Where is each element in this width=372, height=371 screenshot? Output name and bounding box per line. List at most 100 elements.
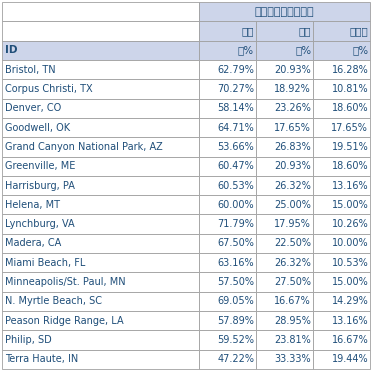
- Text: 13.16%: 13.16%: [332, 181, 368, 190]
- Bar: [313, 79, 370, 99]
- Bar: [2, 253, 199, 272]
- Bar: [2, 292, 199, 311]
- Bar: [199, 118, 256, 137]
- Bar: [313, 40, 370, 60]
- Text: 17.95%: 17.95%: [274, 219, 311, 229]
- Bar: [199, 2, 370, 21]
- Text: 53.66%: 53.66%: [217, 142, 254, 152]
- Bar: [199, 292, 256, 311]
- Text: 58.14%: 58.14%: [217, 103, 254, 113]
- Bar: [199, 137, 256, 157]
- Bar: [256, 214, 313, 234]
- Text: 10.81%: 10.81%: [332, 84, 368, 94]
- Bar: [313, 214, 370, 234]
- Text: テスト: テスト: [350, 26, 368, 36]
- Text: 16.67%: 16.67%: [275, 296, 311, 306]
- Bar: [2, 21, 199, 40]
- Bar: [2, 40, 199, 60]
- Text: 26.32%: 26.32%: [274, 258, 311, 268]
- Text: N. Myrtle Beach, SC: N. Myrtle Beach, SC: [5, 296, 102, 306]
- Bar: [256, 21, 313, 40]
- Text: 23.81%: 23.81%: [275, 335, 311, 345]
- Bar: [256, 40, 313, 60]
- Bar: [256, 157, 313, 176]
- Bar: [2, 79, 199, 99]
- Text: Philip, SD: Philip, SD: [5, 335, 52, 345]
- Text: 64.71%: 64.71%: [217, 122, 254, 132]
- Text: 10.53%: 10.53%: [331, 258, 368, 268]
- Bar: [2, 99, 199, 118]
- Text: 10.00%: 10.00%: [332, 239, 368, 249]
- Text: 14.29%: 14.29%: [331, 296, 368, 306]
- Bar: [313, 176, 370, 195]
- Bar: [256, 99, 313, 118]
- Text: 25.00%: 25.00%: [274, 200, 311, 210]
- Bar: [199, 311, 256, 331]
- Bar: [313, 272, 370, 292]
- Bar: [313, 21, 370, 40]
- Bar: [256, 60, 313, 79]
- Bar: [313, 137, 370, 157]
- Text: 23.26%: 23.26%: [274, 103, 311, 113]
- Text: Miami Beach, FL: Miami Beach, FL: [5, 258, 85, 268]
- Bar: [256, 253, 313, 272]
- Bar: [199, 79, 256, 99]
- Text: 22.50%: 22.50%: [274, 239, 311, 249]
- Text: 28.95%: 28.95%: [274, 316, 311, 326]
- Bar: [256, 331, 313, 350]
- Bar: [199, 253, 256, 272]
- Text: Greenville, ME: Greenville, ME: [5, 161, 75, 171]
- Bar: [199, 272, 256, 292]
- Text: Peason Ridge Range, LA: Peason Ridge Range, LA: [5, 316, 124, 326]
- Text: 20.93%: 20.93%: [275, 161, 311, 171]
- Text: 20.93%: 20.93%: [275, 65, 311, 75]
- Text: 60.00%: 60.00%: [218, 200, 254, 210]
- Bar: [2, 214, 199, 234]
- Bar: [199, 157, 256, 176]
- Text: 18.60%: 18.60%: [332, 103, 368, 113]
- Text: 70.27%: 70.27%: [217, 84, 254, 94]
- Bar: [199, 21, 256, 40]
- Text: Grand Canyon National Park, AZ: Grand Canyon National Park, AZ: [5, 142, 163, 152]
- Text: Bristol, TN: Bristol, TN: [5, 65, 55, 75]
- Bar: [199, 331, 256, 350]
- Bar: [199, 234, 256, 253]
- Text: 15.00%: 15.00%: [331, 200, 368, 210]
- Text: 26.32%: 26.32%: [274, 181, 311, 190]
- Bar: [199, 40, 256, 60]
- Text: Harrisburg, PA: Harrisburg, PA: [5, 181, 75, 190]
- Bar: [256, 79, 313, 99]
- Text: 行%: 行%: [295, 45, 311, 55]
- Text: 59.52%: 59.52%: [217, 335, 254, 345]
- Text: Lynchburg, VA: Lynchburg, VA: [5, 219, 74, 229]
- Bar: [199, 99, 256, 118]
- Bar: [2, 118, 199, 137]
- Bar: [2, 350, 199, 369]
- Bar: [256, 176, 313, 195]
- Text: 18.92%: 18.92%: [275, 84, 311, 94]
- Text: 15.00%: 15.00%: [331, 277, 368, 287]
- Text: 13.16%: 13.16%: [332, 316, 368, 326]
- Bar: [2, 157, 199, 176]
- Bar: [313, 253, 370, 272]
- Bar: [199, 195, 256, 214]
- Text: 行%: 行%: [238, 45, 254, 55]
- Bar: [256, 234, 313, 253]
- Bar: [313, 311, 370, 331]
- Text: 60.47%: 60.47%: [217, 161, 254, 171]
- Bar: [199, 60, 256, 79]
- Text: 69.05%: 69.05%: [217, 296, 254, 306]
- Text: 16.28%: 16.28%: [331, 65, 368, 75]
- Bar: [256, 195, 313, 214]
- Bar: [313, 350, 370, 369]
- Text: Goodwell, OK: Goodwell, OK: [5, 122, 70, 132]
- Text: 16.67%: 16.67%: [331, 335, 368, 345]
- Bar: [313, 118, 370, 137]
- Bar: [199, 350, 256, 369]
- Bar: [313, 234, 370, 253]
- Text: 17.65%: 17.65%: [274, 122, 311, 132]
- Bar: [313, 195, 370, 214]
- Text: 学習: 学習: [241, 26, 254, 36]
- Bar: [313, 157, 370, 176]
- Bar: [199, 214, 256, 234]
